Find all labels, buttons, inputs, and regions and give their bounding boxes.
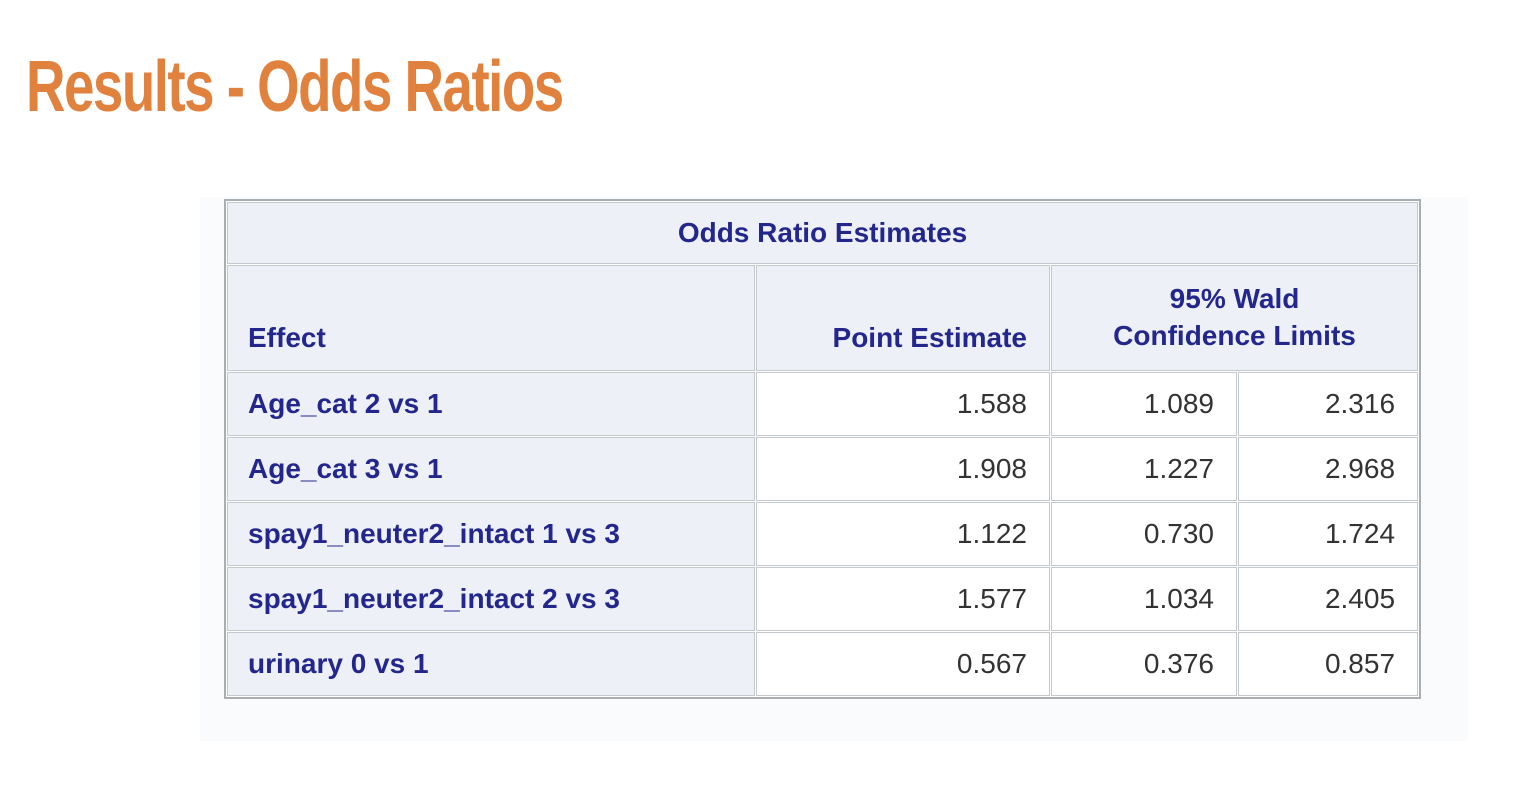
point-estimate-value: 1.908 bbox=[756, 437, 1050, 501]
table-title-row: Odds Ratio Estimates bbox=[227, 202, 1419, 264]
table-row: urinary 0 vs 1 0.567 0.376 0.857 bbox=[227, 632, 1419, 696]
column-header-point-estimate: Point Estimate bbox=[756, 265, 1050, 371]
column-header-wald-ci: 95% Wald Confidence Limits bbox=[1051, 265, 1419, 371]
odds-ratio-table: Odds Ratio Estimates Effect Point Estima… bbox=[224, 199, 1422, 699]
effect-label: Age_cat 2 vs 1 bbox=[227, 372, 755, 436]
point-estimate-value: 1.577 bbox=[756, 567, 1050, 631]
effect-label: spay1_neuter2_intact 1 vs 3 bbox=[227, 502, 755, 566]
effect-label: Age_cat 3 vs 1 bbox=[227, 437, 755, 501]
table-row: spay1_neuter2_intact 1 vs 3 1.122 0.730 … bbox=[227, 502, 1419, 566]
ci-lower-value: 0.376 bbox=[1051, 632, 1237, 696]
results-panel: Odds Ratio Estimates Effect Point Estima… bbox=[200, 197, 1468, 741]
ci-upper-value: 2.405 bbox=[1238, 567, 1419, 631]
ci-lower-value: 1.034 bbox=[1051, 567, 1237, 631]
point-estimate-value: 0.567 bbox=[756, 632, 1050, 696]
wald-ci-line2: Confidence Limits bbox=[1113, 319, 1356, 351]
table-row: Age_cat 3 vs 1 1.908 1.227 2.968 bbox=[227, 437, 1419, 501]
point-estimate-value: 1.588 bbox=[756, 372, 1050, 436]
ci-upper-value: 1.724 bbox=[1238, 502, 1419, 566]
ci-upper-value: 0.857 bbox=[1238, 632, 1419, 696]
table-title: Odds Ratio Estimates bbox=[227, 202, 1419, 264]
point-estimate-value: 1.122 bbox=[756, 502, 1050, 566]
column-header-row: Effect Point Estimate 95% Wald Confidenc… bbox=[227, 265, 1419, 371]
ci-upper-value: 2.968 bbox=[1238, 437, 1419, 501]
page-title: Results - Odds Ratios bbox=[26, 47, 564, 127]
ci-lower-value: 1.089 bbox=[1051, 372, 1237, 436]
table-row: Age_cat 2 vs 1 1.588 1.089 2.316 bbox=[227, 372, 1419, 436]
ci-lower-value: 0.730 bbox=[1051, 502, 1237, 566]
column-header-effect: Effect bbox=[227, 265, 755, 371]
ci-upper-value: 2.316 bbox=[1238, 372, 1419, 436]
table-row: spay1_neuter2_intact 2 vs 3 1.577 1.034 … bbox=[227, 567, 1419, 631]
effect-label: spay1_neuter2_intact 2 vs 3 bbox=[227, 567, 755, 631]
effect-label: urinary 0 vs 1 bbox=[227, 632, 755, 696]
wald-ci-line1: 95% Wald bbox=[1169, 283, 1300, 315]
ci-lower-value: 1.227 bbox=[1051, 437, 1237, 501]
